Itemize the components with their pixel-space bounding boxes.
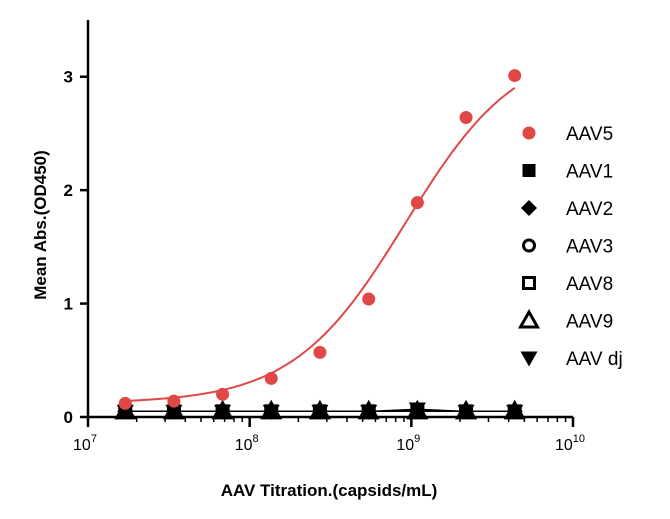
y-tick-label: 0 (64, 408, 73, 427)
data-point-aav5 (264, 371, 278, 385)
legend-label-aav-dj: AAV dj (566, 349, 623, 370)
y-tick-label: 2 (64, 181, 73, 200)
legend-label-aav3: AAV3 (566, 237, 613, 258)
legend-label-aav2: AAV2 (566, 199, 613, 220)
legend-label-aav5: AAV5 (566, 124, 613, 145)
data-point-aav1 (362, 404, 376, 418)
y-tick-label: 1 (64, 295, 73, 314)
legend: AAV5 AAV1 AAV2 AAV3 AAV8 AAV9 AAV dj (517, 124, 623, 370)
x-axis-title: AAV Titration.(capsids/mL) (221, 481, 438, 500)
data-point-aav1 (264, 404, 278, 418)
data-point-aav1 (167, 404, 181, 418)
data-point-aav5 (508, 69, 522, 83)
data-point-aav5 (410, 196, 424, 210)
axes (86, 20, 573, 419)
data-point-aav5 (362, 292, 376, 306)
data-point-aav5 (459, 111, 473, 125)
legend-label-aav9: AAV9 (566, 312, 613, 333)
data-point-aav1 (508, 404, 522, 418)
legend-label-aav1: AAV1 (566, 162, 613, 183)
fit-curves (125, 86, 516, 412)
data-point-aav1 (459, 404, 473, 418)
legend-label-aav8: AAV8 (566, 274, 613, 295)
data-point-aav5 (216, 387, 230, 401)
legend-marker-aav2 (521, 200, 537, 216)
data-point-aav1 (313, 404, 327, 418)
x-tick-label: 107 (73, 433, 97, 454)
data-points (114, 69, 526, 420)
x-tick-label: 109 (396, 433, 420, 454)
legend-marker-aav3 (522, 238, 536, 253)
x-tick-label: 108 (235, 433, 259, 454)
y-axis-title: Mean Abs.(OD450) (31, 150, 50, 300)
data-point-aav5 (313, 345, 327, 359)
legend-marker-aav-dj (520, 351, 538, 367)
y-tick-label: 3 (64, 68, 73, 87)
data-point-aav1 (410, 403, 424, 417)
legend-marker-aav1 (522, 164, 536, 177)
legend-marker-aav9 (517, 308, 541, 329)
legend-marker-aav5 (522, 126, 536, 140)
ticks: 0 1 2 3 107 108 109 1010 (64, 68, 585, 454)
legend-marker-aav8 (522, 276, 536, 290)
data-point-aav5 (118, 396, 132, 410)
fit-curve-aav5 (125, 86, 516, 402)
data-point-aav1 (216, 404, 230, 418)
x-tick-label: 1010 (555, 433, 585, 454)
data-point-aav5 (167, 394, 181, 408)
